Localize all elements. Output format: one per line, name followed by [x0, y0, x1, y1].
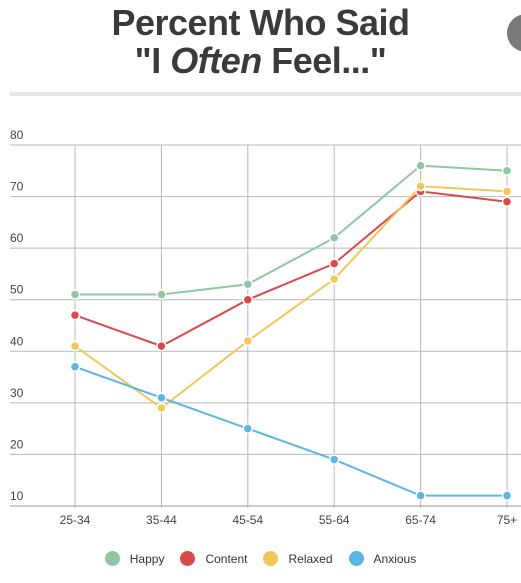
circle-button[interactable] — [507, 14, 521, 52]
data-point-relaxed — [328, 273, 340, 285]
y-tick-label: 50 — [10, 283, 24, 297]
data-point-content — [242, 294, 254, 305]
series-line-content — [74, 190, 508, 348]
title-divider — [10, 92, 521, 96]
x-tick-label: 65-74 — [405, 513, 436, 527]
legend-item-anxious: Anxious — [348, 551, 417, 566]
x-tick-label: 45-54 — [232, 513, 263, 527]
data-point-relaxed — [415, 181, 426, 192]
data-point-relaxed — [242, 335, 254, 347]
title-line2-pre: "I — [134, 40, 171, 81]
series-line-relaxed — [74, 185, 508, 410]
legend-label: Anxious — [373, 551, 417, 566]
y-tick-label: 40 — [10, 334, 24, 348]
y-tick-label: 20 — [10, 437, 24, 451]
y-tick-label: 60 — [10, 231, 24, 245]
legend-swatch — [180, 551, 196, 566]
data-point-content — [69, 309, 81, 321]
data-point-anxious — [415, 490, 426, 501]
legend-swatch — [263, 551, 279, 566]
data-point-happy — [242, 278, 254, 290]
data-point-happy — [69, 289, 81, 300]
data-point-anxious — [242, 423, 254, 434]
legend-label: Happy — [129, 551, 165, 566]
chart-title-line1: Percent Who Said — [111, 2, 410, 43]
data-point-anxious — [156, 392, 167, 403]
data-point-relaxed — [69, 340, 81, 352]
x-tick-label: 55-64 — [319, 513, 350, 527]
legend-item-happy: Happy — [104, 551, 165, 566]
series-line-anxious — [74, 365, 507, 497]
legend-swatch — [104, 551, 120, 566]
data-point-content — [156, 340, 167, 352]
legend-item-content: Content — [180, 551, 247, 566]
y-tick-label: 80 — [10, 128, 24, 142]
chart-title: Percent Who Said "I Often Feel..." — [0, 4, 521, 80]
data-point-anxious — [501, 490, 513, 501]
data-point-content — [328, 258, 340, 269]
data-point-happy — [501, 165, 513, 177]
y-tick-label: 30 — [10, 386, 24, 400]
data-point-happy — [415, 160, 426, 171]
y-tick-label: 70 — [10, 180, 24, 194]
legend-label: Relaxed — [288, 551, 333, 566]
legend-swatch — [348, 551, 364, 566]
series-line-happy — [75, 164, 508, 296]
x-tick-label: 35-44 — [146, 513, 177, 527]
data-point-happy — [156, 289, 167, 300]
data-point-content — [501, 196, 513, 207]
legend-label: Content — [205, 551, 248, 566]
data-point-happy — [328, 232, 340, 244]
data-point-anxious — [328, 454, 340, 465]
x-tick-label: 25-34 — [60, 513, 91, 527]
y-tick-label: 10 — [10, 489, 24, 503]
chart-legend: Happy Content Relaxed Anxious — [0, 551, 521, 566]
chart-title-line2: "I Often Feel..." — [0, 42, 521, 80]
data-point-anxious — [69, 361, 81, 373]
title-line2-emphasis: Often — [170, 40, 262, 81]
data-point-relaxed — [156, 402, 167, 414]
x-tick-label: 75+ — [497, 513, 517, 527]
title-line2-post: Feel..." — [261, 40, 387, 81]
data-point-relaxed — [501, 186, 513, 197]
legend-item-relaxed: Relaxed — [263, 551, 333, 566]
